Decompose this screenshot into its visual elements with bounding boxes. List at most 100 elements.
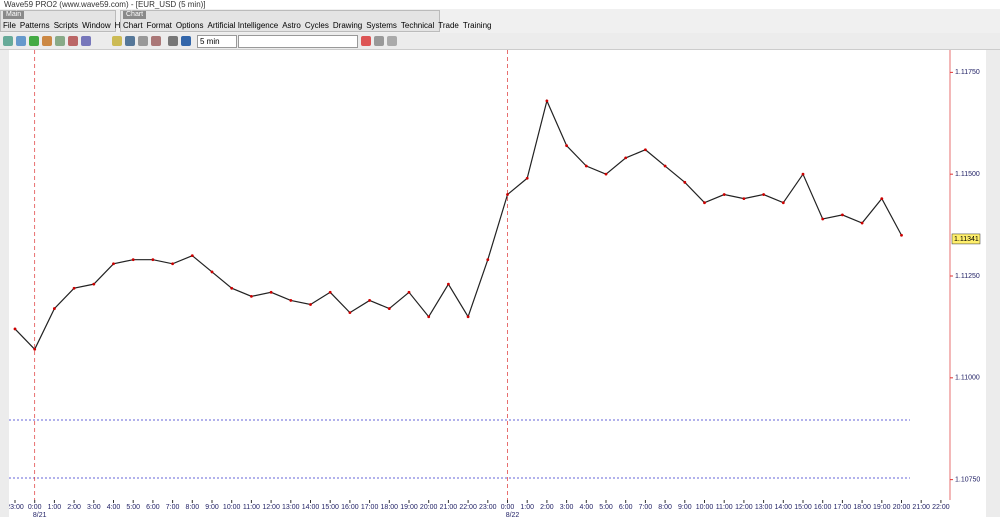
- price-point: [112, 262, 115, 266]
- price-point: [801, 172, 805, 176]
- price-point: [860, 221, 864, 225]
- price-point: [762, 193, 765, 196]
- x-tick-label: 4:00: [579, 504, 593, 511]
- price-point: [230, 286, 234, 290]
- tool-button[interactable]: [181, 36, 191, 46]
- x-tick-label: 18:00: [381, 504, 399, 511]
- price-point: [387, 307, 391, 310]
- price-point: [565, 144, 568, 148]
- price-point: [545, 99, 549, 103]
- x-tick-label: 3:00: [87, 504, 101, 511]
- price-point: [525, 176, 529, 180]
- x-tick-label: 12:00: [262, 504, 280, 511]
- x-tick-label: 4:00: [107, 504, 121, 511]
- tool-button[interactable]: [81, 36, 91, 46]
- x-tick-label: 20:00: [893, 504, 911, 511]
- menu-item[interactable]: Patterns: [19, 21, 50, 30]
- menu-item[interactable]: Chart: [123, 21, 143, 30]
- menu-item[interactable]: Astro: [282, 21, 301, 30]
- drawing-toolbar: [0, 50, 9, 517]
- symbol-select[interactable]: [238, 35, 358, 48]
- chart-background: [9, 50, 986, 517]
- x-tick-label: 23:00: [479, 504, 497, 511]
- tool-button[interactable]: [16, 36, 26, 46]
- tool-button[interactable]: [68, 36, 78, 46]
- tool-button[interactable]: [55, 36, 65, 46]
- price-point: [368, 299, 371, 302]
- tool-button[interactable]: [361, 36, 371, 46]
- tool-button[interactable]: [374, 36, 384, 46]
- tool-button[interactable]: [112, 36, 122, 46]
- price-point: [289, 299, 293, 302]
- x-tick-label: 14:00: [302, 504, 320, 511]
- menu-item[interactable]: Options: [175, 21, 204, 30]
- x-tick-label: 6:00: [619, 504, 633, 511]
- indicator-toolbar: [986, 50, 1000, 517]
- panel-caption: Chart: [123, 11, 147, 19]
- price-point: [781, 201, 785, 205]
- last-price-label: 1.11341: [954, 236, 979, 243]
- x-tick-label: 5:00: [126, 504, 140, 511]
- x-tick-label: 19:00: [873, 504, 891, 511]
- x-tick-label: 22:00: [932, 504, 950, 511]
- menu-item[interactable]: Training: [462, 21, 492, 30]
- price-point: [190, 254, 194, 258]
- tool-button[interactable]: [29, 36, 39, 46]
- x-tick-label: 0:00: [28, 504, 42, 511]
- menu-item[interactable]: Cycles: [304, 21, 329, 30]
- menu-item[interactable]: Format: [146, 21, 172, 30]
- price-point: [72, 286, 76, 290]
- x-tick-label: 1:00: [48, 504, 62, 511]
- x-tick-label: 17:00: [834, 504, 852, 511]
- menu-item[interactable]: Trade: [438, 21, 459, 30]
- x-tick-label: 16:00: [341, 504, 359, 511]
- x-tick-label: 7:00: [639, 504, 653, 511]
- menu-item[interactable]: Drawing: [332, 21, 363, 30]
- tool-button[interactable]: [168, 36, 178, 46]
- tool-button[interactable]: [151, 36, 161, 46]
- interval-select[interactable]: 5 min: [197, 35, 237, 48]
- y-tick-label: 1.11750: [955, 69, 980, 76]
- x-tick-label: 17:00: [361, 504, 379, 511]
- x-tick-label: 7:00: [166, 504, 180, 511]
- toolbar: 5 min: [0, 33, 1000, 50]
- price-point: [604, 172, 608, 176]
- menu-item[interactable]: File: [3, 21, 16, 30]
- price-point: [131, 258, 135, 262]
- menu-item[interactable]: Scripts: [53, 21, 79, 30]
- price-point: [663, 164, 667, 168]
- window-title: Wave59 PRO2 (www.wave59.com) - [EUR_USD …: [0, 0, 1000, 9]
- x-tick-label: 11:00: [243, 504, 260, 511]
- y-tick-label: 1.10750: [955, 476, 980, 483]
- x-tick-label: 12:00: [735, 504, 753, 511]
- menu-item[interactable]: Artificial Intelligence: [207, 21, 279, 30]
- menu-item[interactable]: Technical: [400, 21, 435, 30]
- x-tick-label: 8:00: [658, 504, 672, 511]
- x-tick-label: 6:00: [146, 504, 160, 511]
- date-label: 8/21: [33, 512, 47, 517]
- x-tick-label: 16:00: [814, 504, 832, 511]
- menu-item[interactable]: Window: [82, 21, 111, 30]
- tool-button[interactable]: [138, 36, 148, 46]
- x-tick-label: 0:00: [501, 504, 515, 511]
- price-point: [33, 347, 37, 351]
- x-tick-label: 15:00: [321, 504, 339, 511]
- tool-button[interactable]: [3, 36, 13, 46]
- price-point: [269, 290, 273, 294]
- tool-button[interactable]: [125, 36, 135, 46]
- chart-menu-panel: Chart Chart Format Options Artificial Intel…: [120, 10, 491, 32]
- x-tick-label: 15:00: [794, 504, 812, 511]
- price-point: [742, 197, 746, 201]
- price-point: [722, 193, 726, 196]
- x-tick-label: 11:00: [716, 504, 733, 511]
- x-tick-label: 20:00: [420, 504, 438, 511]
- tool-button[interactable]: [42, 36, 52, 46]
- price-point: [309, 303, 312, 306]
- price-chart: 1.10750 1.11000 1.11250 1.11500 1.11750 23:00…: [9, 50, 986, 517]
- menu-item[interactable]: Systems: [366, 21, 397, 30]
- tool-button[interactable]: [387, 36, 397, 46]
- price-point: [683, 180, 687, 184]
- x-tick-label: 19:00: [400, 504, 418, 511]
- price-point: [880, 197, 884, 201]
